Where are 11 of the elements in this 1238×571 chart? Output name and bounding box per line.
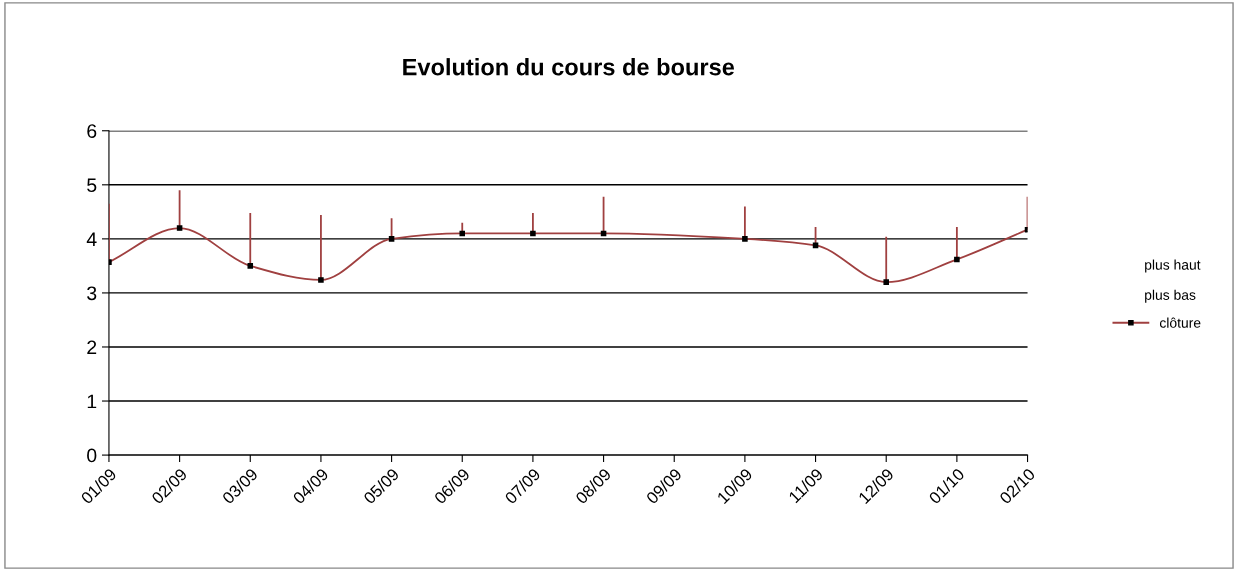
y-tick-label: 6 xyxy=(87,124,97,138)
y-tick-label: 3 xyxy=(87,286,97,301)
y-tick-label: 1 xyxy=(87,394,97,409)
y-tick-label: 5 xyxy=(87,178,97,193)
y-tick-label: 2 xyxy=(87,340,97,355)
text: plus bas xyxy=(1145,289,1196,303)
y-tick-label: 4 xyxy=(86,232,97,246)
legend-label: clôture xyxy=(1159,317,1201,328)
text: plus haut xyxy=(1145,259,1201,273)
chart-title: Evolution du cours de bourse xyxy=(403,58,735,76)
y-tick-label: 0 xyxy=(87,448,97,463)
